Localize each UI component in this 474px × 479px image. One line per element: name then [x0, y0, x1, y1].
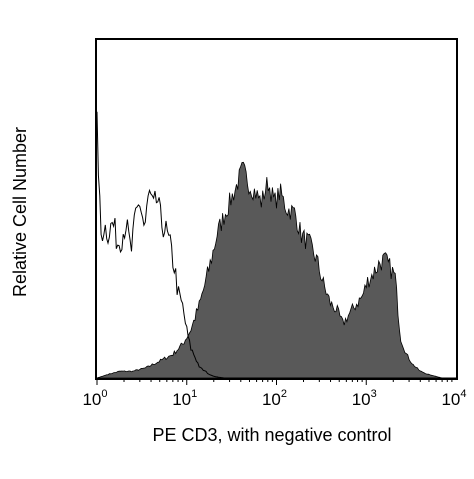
x-tick-label: 104 — [441, 388, 466, 409]
negative-control-histogram — [96, 111, 456, 379]
x-axis-label: PE CD3, with negative control — [152, 425, 391, 445]
x-tick-label: 100 — [82, 388, 107, 409]
cd3-stained-histogram — [96, 161, 456, 379]
x-tick-label: 102 — [262, 388, 287, 409]
series-layer — [96, 111, 456, 379]
x-tick-label: 103 — [352, 388, 377, 409]
x-tick-label: 101 — [172, 388, 197, 409]
x-axis-ticks: 100 101 102 103 104 — [82, 379, 467, 409]
y-axis-label: Relative Cell Number — [10, 127, 30, 297]
